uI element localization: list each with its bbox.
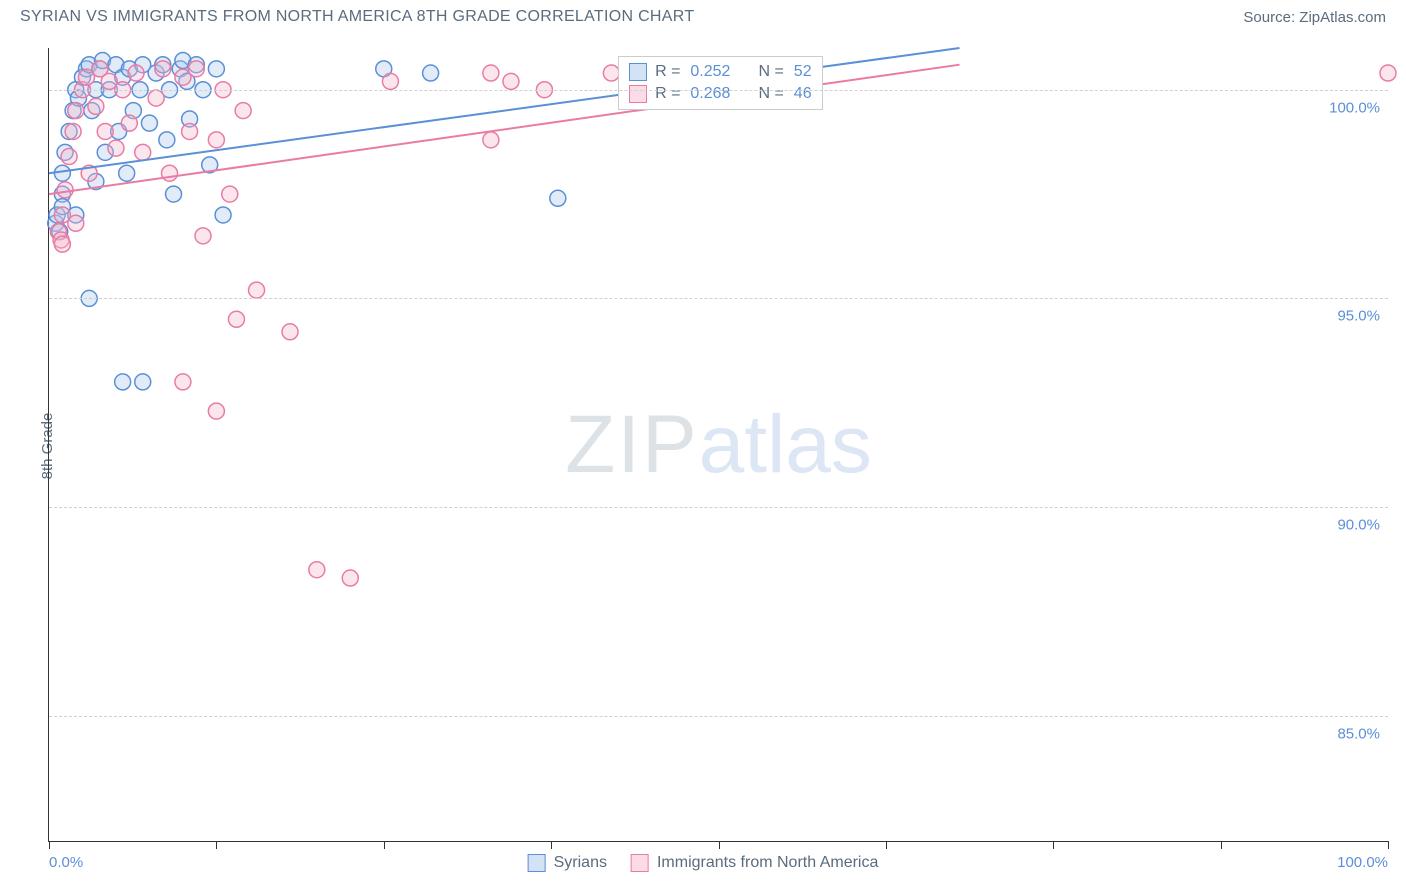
data-point <box>195 228 211 244</box>
x-tick-label: 0.0% <box>49 854 83 871</box>
data-point <box>135 374 151 390</box>
plot-svg <box>49 48 1388 841</box>
x-tick <box>719 841 720 849</box>
legend-swatch <box>629 63 647 81</box>
gridline <box>49 90 1388 91</box>
data-point <box>483 132 499 148</box>
data-point <box>215 207 231 223</box>
chart-area: ZIPatlas R =0.252N =52R =0.268N =46 85.0… <box>48 48 1388 842</box>
data-point <box>235 103 251 119</box>
legend-series-label: Immigrants from North America <box>657 854 878 872</box>
legend-n-label: N = <box>758 85 783 103</box>
data-point <box>155 61 171 77</box>
x-tick <box>1221 841 1222 849</box>
legend-n-label: N = <box>758 63 783 81</box>
legend-r-value: 0.268 <box>690 85 730 103</box>
data-point <box>68 103 84 119</box>
gridline <box>49 298 1388 299</box>
legend-correlation: R = 0.252 N = 52 R = 0.268 N = 46 <box>618 56 823 110</box>
legend-series: Syrians Immigrants from North America <box>528 854 879 872</box>
data-point <box>208 61 224 77</box>
data-point <box>1380 65 1396 81</box>
data-point <box>175 374 191 390</box>
legend-series-label: Syrians <box>554 854 607 872</box>
data-point <box>148 90 164 106</box>
legend-row: R = 0.268 N = 46 <box>629 83 812 105</box>
legend-series-item: Syrians <box>528 854 607 872</box>
x-tick <box>216 841 217 849</box>
legend-n-value: 52 <box>794 63 812 81</box>
legend-r-label: R = <box>655 85 680 103</box>
data-point <box>188 61 204 77</box>
data-point <box>162 165 178 181</box>
data-point <box>282 324 298 340</box>
data-point <box>423 65 439 81</box>
data-point <box>57 182 73 198</box>
y-tick-label: 100.0% <box>1329 99 1380 116</box>
legend-swatch <box>631 854 649 872</box>
y-tick-label: 90.0% <box>1337 517 1380 534</box>
chart-header: SYRIAN VS IMMIGRANTS FROM NORTH AMERICA … <box>0 0 1406 32</box>
source-label: Source: <box>1243 9 1299 26</box>
data-point <box>309 562 325 578</box>
data-point <box>503 73 519 89</box>
gridline <box>49 507 1388 508</box>
data-point <box>208 403 224 419</box>
data-point <box>65 123 81 139</box>
data-point <box>342 570 358 586</box>
data-point <box>108 140 124 156</box>
data-point <box>483 65 499 81</box>
y-tick-label: 85.0% <box>1337 725 1380 742</box>
data-point <box>54 236 70 252</box>
chart-title: SYRIAN VS IMMIGRANTS FROM NORTH AMERICA … <box>20 8 694 26</box>
data-point <box>382 73 398 89</box>
data-point <box>54 165 70 181</box>
x-tick-label: 100.0% <box>1337 854 1388 871</box>
data-point <box>159 132 175 148</box>
data-point <box>128 65 144 81</box>
x-tick <box>1053 841 1054 849</box>
legend-r-value: 0.252 <box>690 63 730 81</box>
x-tick <box>384 841 385 849</box>
data-point <box>88 98 104 114</box>
legend-swatch <box>528 854 546 872</box>
data-point <box>135 144 151 160</box>
legend-n-value: 46 <box>794 85 812 103</box>
data-point <box>61 149 77 165</box>
legend-series-item: Immigrants from North America <box>631 854 878 872</box>
data-point <box>141 115 157 131</box>
x-tick <box>1388 841 1389 849</box>
data-point <box>550 190 566 206</box>
data-point <box>182 123 198 139</box>
data-point <box>115 374 131 390</box>
legend-row: R = 0.252 N = 52 <box>629 61 812 83</box>
data-point <box>97 123 113 139</box>
data-point <box>222 186 238 202</box>
data-point <box>166 186 182 202</box>
legend-r-label: R = <box>655 63 680 81</box>
data-point <box>249 282 265 298</box>
x-tick <box>551 841 552 849</box>
x-tick <box>886 841 887 849</box>
source-value: ZipAtlas.com <box>1299 9 1386 26</box>
data-point <box>228 311 244 327</box>
data-point <box>208 132 224 148</box>
data-point <box>119 165 135 181</box>
y-tick-label: 95.0% <box>1337 308 1380 325</box>
data-point <box>603 65 619 81</box>
legend-swatch <box>629 85 647 103</box>
chart-source: Source: ZipAtlas.com <box>1243 9 1386 26</box>
data-point <box>68 215 84 231</box>
gridline <box>49 716 1388 717</box>
x-tick <box>49 841 50 849</box>
data-point <box>121 115 137 131</box>
